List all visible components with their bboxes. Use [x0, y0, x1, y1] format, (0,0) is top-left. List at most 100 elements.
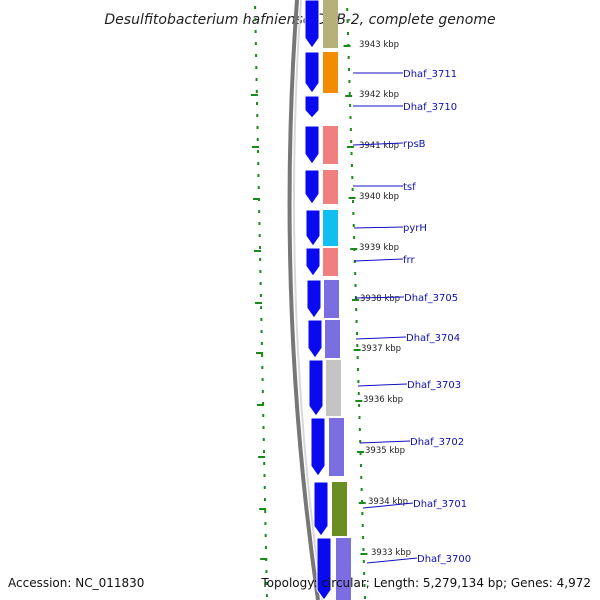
gene-labels: Dhaf_3711 Dhaf_3710 rpsB tsf pyrH frr Dh… — [403, 69, 471, 565]
scale-dot — [263, 474, 266, 477]
scale-tick — [352, 212, 355, 215]
cog-block — [323, 52, 338, 93]
scale-tick — [352, 224, 355, 227]
scale-dot — [259, 270, 262, 273]
scale-dot — [256, 114, 259, 117]
scale-dot — [264, 522, 267, 525]
scale-dot — [255, 78, 258, 81]
cog-block — [332, 482, 347, 536]
kbp-label: 3943 kbp — [359, 40, 399, 50]
scale-major-tick — [351, 299, 359, 301]
scale-dot — [265, 582, 268, 585]
scale-dot — [262, 426, 265, 429]
scale-tick — [361, 524, 364, 527]
gene-leader-line — [366, 557, 418, 564]
gene-label: Dhaf_3705 — [404, 293, 458, 304]
scale-tick — [355, 308, 358, 311]
scale-tick — [360, 488, 363, 491]
gene-arrow — [313, 481, 329, 537]
scale-major-tick — [345, 95, 353, 97]
scale-dot — [265, 570, 268, 573]
backbone-inner — [293, 0, 323, 600]
scale-dot — [257, 174, 260, 177]
scale-major-dot — [259, 508, 267, 510]
scale-tick — [357, 368, 360, 371]
gene-label: rpsB — [403, 139, 426, 150]
gene-leader-line — [355, 336, 407, 340]
scale-dot — [257, 162, 260, 165]
scale-dot — [259, 258, 262, 261]
scale-dot — [261, 354, 264, 357]
scale-tick — [362, 536, 365, 539]
scale-dot — [263, 450, 265, 453]
scale-major-tick — [357, 451, 365, 453]
cog-block — [323, 248, 338, 276]
scale-dot — [256, 138, 259, 141]
scale-tick — [351, 188, 354, 191]
gene-leader-line — [357, 383, 408, 387]
scale-dot — [262, 402, 265, 405]
gene-arrow — [304, 169, 320, 205]
scale-dot — [260, 342, 263, 345]
gene-leader-line — [362, 502, 414, 509]
scale-tick — [349, 128, 352, 131]
scale-tick — [354, 284, 357, 287]
scale-tick — [357, 380, 360, 383]
gene-label: pyrH — [403, 223, 427, 234]
cog-block — [324, 280, 339, 318]
gene-arrow — [305, 209, 321, 247]
scale-tick — [346, 8, 349, 11]
gene-label-lines — [352, 72, 418, 564]
cog-block — [329, 418, 344, 476]
gene-label: tsf — [403, 182, 416, 193]
scale-major-tick — [360, 553, 368, 555]
gene-arrow — [307, 319, 323, 359]
scale-major-dot — [250, 94, 258, 96]
scale-tick — [346, 32, 349, 35]
scale-dot — [258, 246, 261, 249]
gene-leader-line — [359, 440, 411, 444]
gene-arrow — [308, 359, 324, 417]
scale-tick — [359, 440, 362, 443]
scale-dot — [265, 594, 268, 597]
scale-dot — [263, 486, 266, 489]
scale-tick — [358, 428, 361, 431]
scale-dot — [257, 150, 259, 153]
kbp-label: 3942 kbp — [359, 90, 399, 100]
scale-dot — [262, 438, 265, 441]
scale-tick — [362, 560, 365, 563]
scale-dot — [259, 282, 262, 285]
gene-features — [304, 0, 351, 600]
kbp-label: 3933 kbp — [371, 548, 411, 558]
scale-dot — [264, 534, 267, 537]
scale-dot — [264, 510, 267, 513]
topology-text: Topology: circular; Length: 5,279,134 bp… — [260, 576, 591, 590]
scale-dot — [257, 186, 260, 189]
gene-arrow — [310, 417, 326, 477]
scale-tick — [348, 68, 351, 71]
kbp-label: 3941 kbp — [359, 141, 399, 151]
scale-dot — [258, 222, 261, 225]
scale-dot — [262, 414, 265, 417]
scale-tick — [363, 596, 366, 599]
scale-tick — [348, 80, 351, 83]
scale-dot — [255, 66, 258, 69]
scale-tick — [349, 104, 352, 107]
scale-dot — [256, 126, 259, 129]
scale-major-dot — [257, 404, 265, 406]
scale-tick — [351, 176, 354, 179]
scale-tick — [357, 392, 360, 395]
scale-major-dot — [256, 352, 264, 354]
scale-tick — [352, 200, 354, 203]
kbp-label: 3939 kbp — [359, 243, 399, 253]
scale-tick — [362, 548, 365, 551]
gene-leader-line — [353, 226, 404, 229]
scale-tick — [355, 320, 358, 323]
cog-block — [323, 210, 338, 246]
scale-major-tick — [350, 248, 358, 250]
scale-tick — [363, 584, 366, 587]
scale-dot — [254, 42, 257, 45]
gene-arrow — [304, 125, 320, 165]
scale-tick — [347, 56, 350, 59]
